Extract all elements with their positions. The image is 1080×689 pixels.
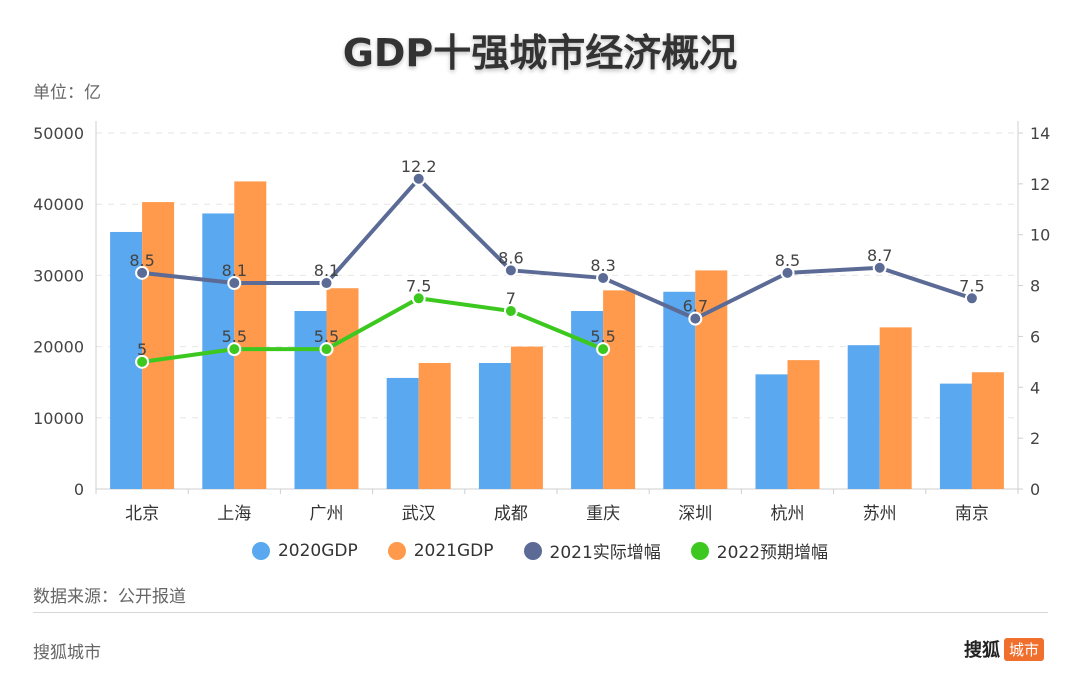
point-2021-growth-6	[688, 311, 703, 326]
category-label-3: 武汉	[402, 504, 436, 524]
point-2022-growth-4	[503, 304, 518, 318]
footer-logo: 搜狐 城市	[964, 636, 1044, 662]
data-label-2022-growth-2: 5.5	[314, 327, 339, 346]
legend-dot-2022-growth	[690, 541, 709, 560]
data-label-2021-growth-6: 6.7	[683, 297, 708, 316]
data-label-2021-growth-5: 8.3	[590, 256, 615, 275]
point-2022-growth-1	[227, 342, 242, 357]
legend-item-2020gdp[interactable]: 2020GDP	[251, 538, 358, 563]
point-2022-growth-5	[596, 342, 611, 357]
line-2021-growth	[141, 176, 973, 321]
left-tick-label-0: 0	[74, 480, 84, 499]
source-label: 数据来源：公开报道	[33, 587, 186, 607]
data-label-2021-growth-3: 12.2	[401, 157, 437, 176]
category-label-1: 上海	[217, 504, 251, 524]
data-label-2021-growth-1: 8.1	[222, 261, 247, 280]
left-tick-label-5: 50000	[33, 124, 84, 143]
bar-2020gdp-6	[663, 291, 696, 489]
left-tick-label-2: 20000	[33, 338, 84, 357]
data-label-2021-growth-8: 8.7	[867, 246, 892, 265]
chart-title: GDP十强城市经济概况	[342, 31, 738, 75]
point-2022-growth-2	[319, 342, 334, 357]
data-label-2022-growth-5: 5.5	[590, 327, 615, 346]
legend-label-2020gdp: 2020GDP	[277, 540, 358, 561]
bar-2021gdp-9	[971, 372, 1004, 489]
bar-2020gdp-8	[847, 345, 880, 489]
point-2021-growth-4	[503, 263, 518, 278]
data-label-2022-growth-0: 5	[137, 340, 147, 359]
right-tick-label-2: 4	[1030, 378, 1040, 397]
bar-2021gdp-3	[418, 362, 451, 489]
category-label-7: 杭州	[771, 504, 805, 524]
bar-2021gdp-4	[510, 346, 543, 489]
footer-left-brand: 搜狐城市	[33, 643, 101, 663]
legend-dot-2021gdp	[387, 541, 406, 560]
data-label-2022-growth-4: 7	[506, 289, 516, 308]
point-2022-growth-3	[411, 291, 426, 306]
legend: 2020GDP 2021GDP 2021实际增幅 2022预期增幅	[0, 538, 1080, 563]
point-2021-growth-7	[780, 265, 795, 280]
point-2021-growth-9	[964, 291, 979, 306]
bar-2021gdp-2	[326, 288, 359, 489]
bar-2021gdp-0	[142, 202, 175, 489]
data-label-2022-growth-1: 5.5	[222, 327, 247, 346]
point-2021-growth-5	[596, 270, 611, 285]
legend-item-2021gdp[interactable]: 2021GDP	[387, 538, 494, 563]
data-label-2021-growth-7: 8.5	[775, 251, 800, 270]
category-label-6: 深圳	[678, 504, 712, 524]
category-label-0: 北京	[125, 504, 159, 524]
right-tick-label-3: 6	[1030, 327, 1040, 346]
point-2021-growth-3	[411, 171, 426, 186]
divider	[33, 612, 1048, 613]
legend-item-2022-growth[interactable]: 2022预期增幅	[690, 538, 829, 563]
right-tick-label-1: 2	[1030, 429, 1040, 448]
right-tick-label-0: 0	[1030, 480, 1040, 499]
bar-2020gdp-2	[294, 311, 327, 489]
point-2021-growth-2	[319, 276, 334, 291]
category-label-5: 重庆	[586, 504, 620, 524]
data-label-2021-growth-9: 7.5	[959, 276, 984, 295]
legend-dot-2020gdp	[251, 541, 270, 560]
category-label-4: 成都	[494, 504, 528, 524]
legend-label-2022-growth: 2022预期增幅	[716, 543, 829, 563]
unit-label: 单位：亿	[33, 83, 101, 103]
bar-2021gdp-1	[234, 181, 267, 489]
legend-label-2021-growth: 2021实际增幅	[549, 543, 661, 563]
right-tick-label-7: 14	[1030, 124, 1050, 143]
bar-2020gdp-3	[386, 377, 419, 489]
left-tick-label-3: 30000	[33, 266, 84, 285]
footer-logo-badge: 城市	[1003, 637, 1044, 661]
right-tick-label-6: 12	[1030, 175, 1050, 194]
bar-2020gdp-4	[478, 362, 511, 489]
bar-2021gdp-7	[787, 360, 820, 489]
right-tick-label-4: 8	[1030, 277, 1040, 296]
left-tick-label-4: 40000	[33, 195, 84, 214]
data-label-2021-growth-2: 8.1	[314, 261, 339, 280]
data-label-2021-growth-4: 8.6	[498, 248, 523, 267]
line-2022-growth	[141, 296, 604, 364]
data-label-2021-growth-0: 8.5	[129, 251, 154, 270]
point-2021-growth-8	[872, 260, 887, 275]
category-label-8: 苏州	[863, 504, 897, 524]
legend-dot-2021-growth	[523, 541, 542, 560]
bar-2020gdp-7	[755, 374, 788, 489]
bar-2021gdp-5	[603, 290, 636, 489]
legend-item-2021-growth[interactable]: 2021实际增幅	[523, 538, 661, 563]
bar-2021gdp-8	[879, 327, 912, 489]
legend-label-2021gdp: 2021GDP	[413, 540, 494, 561]
point-2022-growth-0	[135, 354, 150, 369]
bar-2020gdp-9	[939, 383, 972, 489]
data-label-2022-growth-3: 7.5	[406, 276, 431, 295]
footer-logo-text: 搜狐	[963, 640, 1000, 661]
point-2021-growth-0	[135, 265, 150, 280]
right-tick-label-5: 10	[1030, 226, 1050, 245]
category-label-9: 南京	[955, 504, 989, 524]
left-tick-label-1: 10000	[33, 409, 84, 428]
category-label-2: 广州	[310, 504, 344, 524]
point-2021-growth-1	[227, 276, 242, 291]
